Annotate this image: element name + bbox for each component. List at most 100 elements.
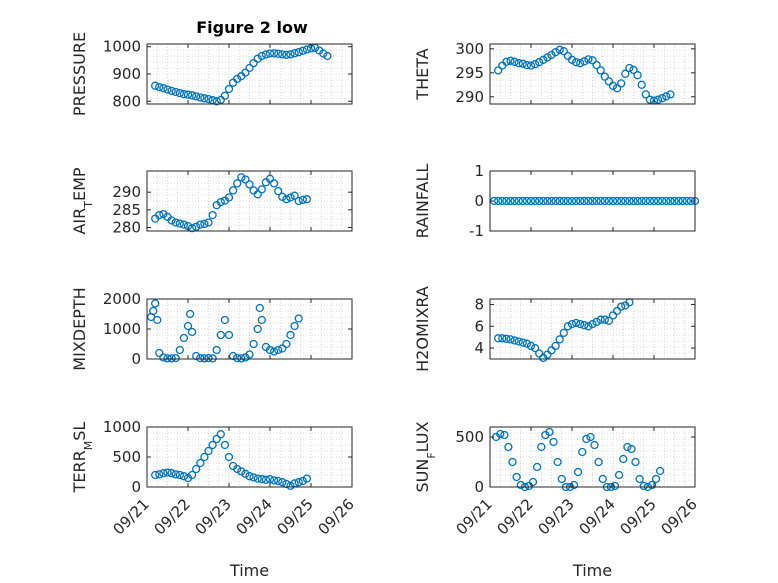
data-point: [269, 49, 279, 58]
data-point: [278, 50, 287, 59]
data-point: [641, 90, 650, 99]
data-point: [149, 306, 158, 316]
subplot-rainfall: -1 0 1 RAINFALL: [413, 162, 700, 240]
data-point: [530, 196, 540, 206]
data-series: [151, 43, 332, 106]
data-point: [159, 469, 168, 478]
axes-box: [489, 298, 696, 360]
data-point: [159, 209, 168, 219]
data-point: [278, 478, 287, 487]
y-axis-label: AIRTEMP: [70, 167, 95, 234]
data-point: [253, 54, 262, 63]
data-point: [580, 321, 589, 330]
data-point: [498, 334, 507, 343]
data-point: [253, 324, 262, 334]
data-point: [196, 353, 205, 363]
data-point: [159, 353, 168, 362]
data-point: [555, 45, 564, 54]
data-point: [506, 196, 515, 206]
y-axis-label: THETA: [413, 48, 432, 100]
y-axis-label: PRESSURE: [70, 32, 89, 116]
data-point: [196, 93, 205, 102]
data-point: [569, 480, 579, 490]
data-point: [584, 196, 593, 206]
y-tick-label: 290: [455, 88, 484, 106]
data-point: [596, 66, 605, 75]
data-point: [290, 321, 299, 331]
data-point: [547, 50, 556, 60]
data-point: [253, 474, 262, 483]
data-point: [584, 322, 593, 331]
data-point: [551, 341, 560, 351]
data-point: [637, 196, 646, 206]
data-point: [155, 82, 164, 92]
data-series: [491, 427, 665, 492]
data-point: [604, 196, 614, 206]
data-point: [674, 196, 683, 206]
data-point: [682, 196, 691, 206]
data-point: [576, 319, 585, 329]
y-tick-label: 280: [112, 218, 141, 236]
data-point: [204, 94, 213, 104]
data-point: [633, 196, 642, 206]
data-point: [555, 196, 564, 206]
y-tick-label: -1: [469, 222, 484, 240]
data-point: [171, 87, 180, 97]
y-axis-label: RAINFALL: [413, 164, 432, 239]
data-point: [216, 330, 225, 340]
axes-box: [489, 43, 696, 105]
data-point: [526, 196, 536, 206]
data-point: [559, 328, 568, 337]
y-tick-label: 2000: [103, 290, 141, 308]
x-tick-label: 09/24: [233, 495, 276, 538]
data-point: [502, 57, 511, 66]
data-series: [146, 299, 303, 363]
data-point: [167, 216, 176, 225]
data-point: [167, 354, 176, 363]
data-point: [592, 60, 601, 70]
subplot-theta: 290 295 300 THETA: [413, 40, 696, 106]
data-point: [553, 457, 562, 467]
data-point: [629, 196, 638, 206]
data-point: [526, 61, 536, 70]
y-tick-label: 0: [474, 192, 484, 210]
data-point: [608, 81, 618, 90]
data-point: [582, 434, 591, 444]
data-point: [576, 59, 585, 68]
data-point: [155, 470, 164, 479]
data-point: [494, 66, 503, 75]
data-point: [233, 74, 242, 84]
data-point: [608, 311, 618, 320]
data-point: [571, 318, 581, 328]
data-point: [224, 330, 234, 340]
data-point: [571, 58, 581, 67]
data-point: [319, 49, 328, 58]
data-point: [535, 349, 544, 358]
data-point: [510, 57, 519, 66]
data-point: [514, 59, 523, 68]
y-tick-label: 1000: [103, 418, 141, 436]
data-point: [216, 197, 225, 207]
data-point: [192, 222, 201, 231]
data-point: [274, 476, 283, 486]
data-point: [200, 354, 209, 363]
y-tick-label: 300: [455, 40, 484, 58]
x-tick-label: 09/24: [576, 495, 619, 538]
data-series: [494, 45, 675, 105]
data-point: [249, 339, 258, 349]
data-point: [224, 84, 234, 94]
data-point: [649, 196, 659, 206]
data-point: [163, 468, 172, 477]
data-point: [594, 457, 603, 467]
data-point: [633, 71, 642, 80]
data-point: [265, 49, 275, 58]
grid-lines: [489, 298, 696, 360]
data-point: [516, 480, 525, 490]
data-point: [228, 186, 238, 195]
data-point: [286, 330, 295, 340]
data-point: [600, 315, 609, 324]
data-point: [543, 350, 552, 359]
data-point: [543, 53, 552, 62]
data-point: [286, 50, 295, 59]
